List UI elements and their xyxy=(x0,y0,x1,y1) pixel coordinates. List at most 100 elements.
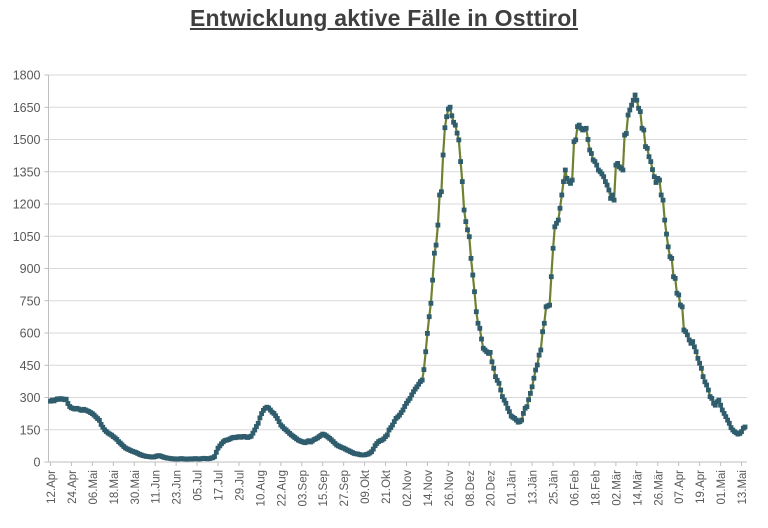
data-point-marker xyxy=(442,125,448,131)
data-point-marker xyxy=(541,320,547,326)
data-point-marker xyxy=(454,130,460,136)
chart-markers xyxy=(48,92,748,462)
data-point-marker xyxy=(552,224,558,230)
x-tick-label: 25.Jän xyxy=(549,470,561,505)
data-point-marker xyxy=(440,152,446,158)
data-point-marker xyxy=(686,337,692,343)
x-tick-label: 10.Aug xyxy=(255,470,267,506)
data-point-marker xyxy=(437,192,442,198)
data-point-marker xyxy=(255,420,261,426)
data-point-marker xyxy=(384,432,390,438)
data-point-marker xyxy=(419,377,425,383)
data-point-marker xyxy=(716,397,722,403)
data-point-marker xyxy=(725,417,730,423)
data-point-marker xyxy=(409,392,415,398)
data-point-marker xyxy=(599,171,605,177)
data-point-marker xyxy=(426,314,432,320)
x-tick-label: 18.Mai xyxy=(109,470,121,505)
data-point-marker xyxy=(702,379,708,385)
data-point-marker xyxy=(257,415,263,421)
data-point-marker xyxy=(416,381,422,387)
data-point-marker xyxy=(603,179,608,184)
data-point-marker xyxy=(669,256,675,261)
data-point-marker xyxy=(528,391,533,396)
data-point-marker xyxy=(479,336,484,342)
data-point-marker xyxy=(620,167,626,173)
data-point-marker xyxy=(500,394,505,399)
data-point-marker xyxy=(657,177,662,183)
data-point-marker xyxy=(259,411,264,416)
data-point-marker xyxy=(601,174,607,180)
data-point-marker xyxy=(630,97,636,103)
data-point-marker xyxy=(248,433,254,439)
data-point-marker xyxy=(531,375,537,381)
data-point-marker xyxy=(97,417,102,423)
data-point-marker xyxy=(449,113,455,119)
data-point-marker xyxy=(726,420,732,426)
data-point-marker xyxy=(430,277,435,283)
y-tick-label: 1200 xyxy=(13,198,41,212)
data-point-marker xyxy=(693,349,699,355)
chart-title: Entwicklung aktive Fälle in Osttirol xyxy=(189,5,579,31)
data-point-marker xyxy=(610,192,615,198)
x-tick-label: 03.Sep xyxy=(297,470,309,506)
data-point-marker xyxy=(559,192,565,198)
data-point-marker xyxy=(407,396,413,401)
data-point-marker xyxy=(391,419,397,424)
x-tick-label: 14.Mär xyxy=(632,470,644,506)
data-point-marker xyxy=(554,220,559,226)
chart-line xyxy=(49,93,746,461)
x-axis-labels: 12.Apr 24.Apr 06.Mai 18.Mai 30.Mai 11.Jun 23.J… xyxy=(46,462,749,506)
data-point-marker xyxy=(706,387,711,393)
data-point-marker xyxy=(723,414,729,419)
data-point-marker xyxy=(459,179,465,184)
data-point-marker xyxy=(627,107,633,113)
data-point-marker xyxy=(493,374,498,379)
x-tick-label: 15.Sep xyxy=(318,470,330,506)
data-point-marker xyxy=(685,332,690,338)
data-point-marker xyxy=(615,161,620,166)
y-tick-label: 1050 xyxy=(13,230,41,244)
data-point-marker xyxy=(533,367,538,373)
data-point-marker xyxy=(526,397,531,403)
data-point-marker xyxy=(213,449,219,455)
data-point-marker xyxy=(697,360,702,366)
data-point-marker xyxy=(465,227,470,233)
x-tick-label: 06.Feb xyxy=(570,470,582,506)
data-point-marker xyxy=(557,205,563,211)
data-point-marker xyxy=(494,377,500,383)
data-point-marker xyxy=(477,325,483,331)
data-point-marker xyxy=(402,404,408,409)
data-point-marker xyxy=(709,396,715,401)
data-point-marker xyxy=(421,367,427,372)
data-point-marker xyxy=(524,404,530,410)
data-point-marker xyxy=(447,104,453,110)
data-point-marker xyxy=(507,409,512,415)
gridlines xyxy=(44,74,747,463)
x-tick-label: 01.Jän xyxy=(507,470,519,505)
data-point-marker xyxy=(400,407,406,413)
data-point-marker xyxy=(274,416,280,421)
data-point-marker xyxy=(699,365,704,371)
x-tick-label: 01.Mai xyxy=(716,470,728,505)
data-point-marker xyxy=(632,92,638,98)
x-tick-label: 26.Mär xyxy=(653,470,665,506)
data-point-marker xyxy=(700,374,706,379)
data-point-marker xyxy=(606,187,612,193)
x-tick-label: 13.Jän xyxy=(528,470,540,505)
data-point-marker xyxy=(475,320,481,326)
data-point-marker xyxy=(641,127,647,133)
x-tick-label: 12.Apr xyxy=(46,470,58,504)
data-point-marker xyxy=(555,217,561,223)
data-point-marker xyxy=(411,389,416,395)
x-tick-label: 08.Dez xyxy=(465,470,477,507)
data-point-marker xyxy=(505,405,511,411)
data-point-marker xyxy=(637,109,643,114)
data-point-marker xyxy=(658,192,664,198)
data-point-marker xyxy=(470,272,476,278)
data-point-marker xyxy=(573,137,579,143)
data-point-marker xyxy=(519,417,524,423)
x-tick-label: 29.Jul xyxy=(235,470,247,501)
data-point-marker xyxy=(547,302,552,308)
